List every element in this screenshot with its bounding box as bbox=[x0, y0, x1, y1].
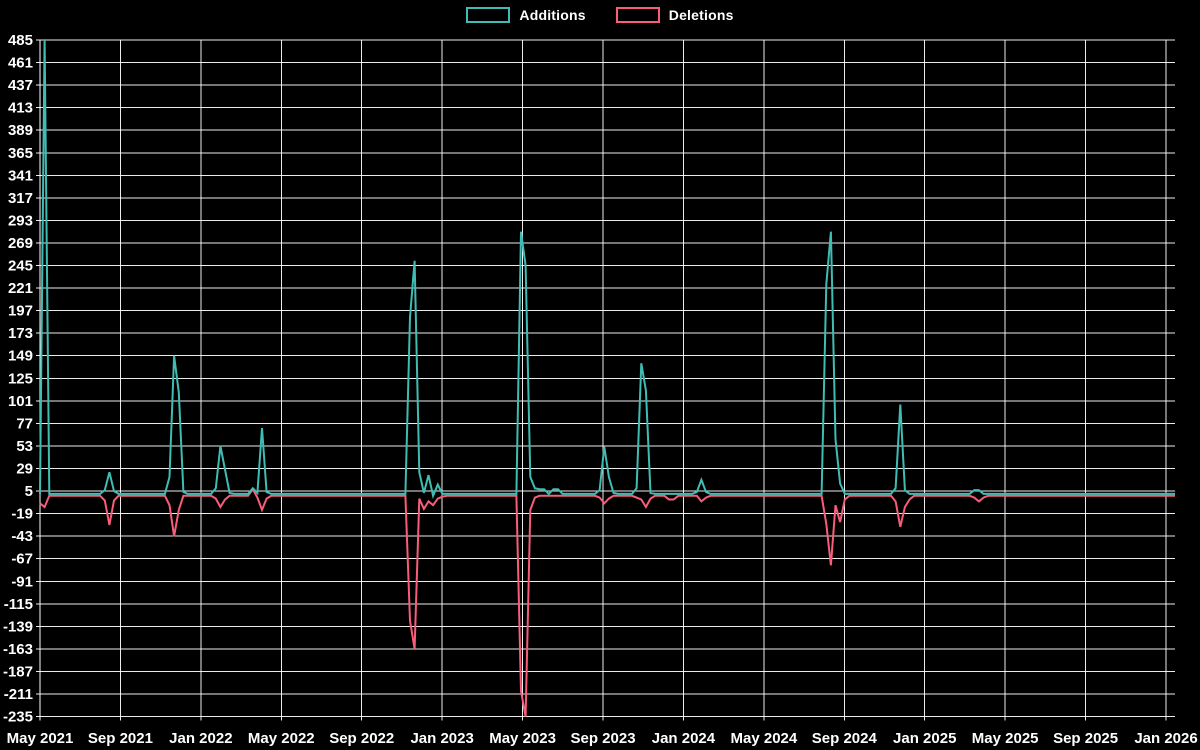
svg-text:May 2025: May 2025 bbox=[972, 730, 1039, 747]
legend-item-additions[interactable]: Additions bbox=[466, 7, 586, 23]
svg-text:101: 101 bbox=[8, 393, 33, 410]
svg-text:389: 389 bbox=[8, 122, 33, 139]
svg-text:Sep 2022: Sep 2022 bbox=[329, 730, 394, 747]
additions-line bbox=[39, 39, 1175, 500]
svg-text:437: 437 bbox=[8, 77, 33, 94]
svg-text:Sep 2025: Sep 2025 bbox=[1053, 730, 1118, 747]
svg-text:77: 77 bbox=[16, 415, 33, 432]
svg-text:-115: -115 bbox=[4, 596, 33, 613]
deletions-swatch-icon bbox=[615, 7, 660, 23]
svg-text:May 2024: May 2024 bbox=[731, 730, 798, 747]
legend-label-deletions: Deletions bbox=[668, 7, 734, 23]
legend-item-deletions[interactable]: Deletions bbox=[615, 7, 734, 23]
svg-text:-139: -139 bbox=[3, 618, 33, 635]
svg-text:125: 125 bbox=[8, 370, 33, 387]
svg-text:-235: -235 bbox=[3, 709, 33, 726]
svg-text:Sep 2023: Sep 2023 bbox=[570, 730, 635, 747]
svg-text:413: 413 bbox=[8, 100, 33, 117]
svg-text:173: 173 bbox=[8, 325, 33, 342]
svg-text:Jan 2024: Jan 2024 bbox=[652, 730, 716, 747]
svg-text:53: 53 bbox=[16, 438, 33, 455]
svg-text:Jan 2022: Jan 2022 bbox=[169, 730, 232, 747]
svg-text:245: 245 bbox=[8, 258, 33, 275]
legend-label-additions: Additions bbox=[519, 7, 586, 23]
additions-swatch-icon bbox=[466, 7, 511, 23]
svg-text:-163: -163 bbox=[3, 641, 33, 658]
svg-text:-67: -67 bbox=[11, 551, 33, 568]
svg-text:197: 197 bbox=[8, 303, 33, 320]
svg-text:293: 293 bbox=[8, 212, 33, 229]
svg-text:May 2021: May 2021 bbox=[7, 730, 74, 747]
svg-text:-211: -211 bbox=[4, 686, 33, 703]
svg-text:May 2023: May 2023 bbox=[489, 730, 556, 747]
svg-text:Jan 2026: Jan 2026 bbox=[1134, 730, 1197, 747]
chart-legend: Additions Deletions bbox=[0, 7, 1200, 23]
svg-text:-43: -43 bbox=[11, 528, 33, 545]
deletions-line bbox=[39, 487, 1175, 717]
svg-text:May 2022: May 2022 bbox=[248, 730, 315, 747]
svg-text:269: 269 bbox=[8, 235, 33, 252]
svg-text:485: 485 bbox=[8, 32, 33, 49]
svg-text:Sep 2024: Sep 2024 bbox=[812, 730, 878, 747]
svg-text:Jan 2023: Jan 2023 bbox=[410, 730, 473, 747]
svg-text:29: 29 bbox=[16, 461, 33, 478]
grid-lines bbox=[36, 39, 1175, 721]
svg-text:461: 461 bbox=[8, 55, 33, 72]
svg-text:221: 221 bbox=[8, 280, 33, 297]
y-axis-labels: 485 461 437 413 389 365 341 317 293 269 245 221 197 1… bbox=[3, 32, 33, 726]
svg-text:5: 5 bbox=[25, 483, 33, 500]
x-axis-labels: May 2021 Sep 2021 Jan 2022 May 2022 Sep 2022… bbox=[7, 730, 1198, 747]
svg-text:Jan 2025: Jan 2025 bbox=[893, 730, 956, 747]
svg-text:365: 365 bbox=[8, 145, 33, 162]
svg-text:-19: -19 bbox=[11, 506, 33, 523]
svg-text:-91: -91 bbox=[11, 573, 33, 590]
svg-text:317: 317 bbox=[8, 190, 33, 207]
svg-text:Sep 2021: Sep 2021 bbox=[88, 730, 153, 747]
svg-text:341: 341 bbox=[8, 167, 33, 184]
svg-text:149: 149 bbox=[8, 348, 33, 365]
svg-text:-187: -187 bbox=[3, 663, 33, 680]
